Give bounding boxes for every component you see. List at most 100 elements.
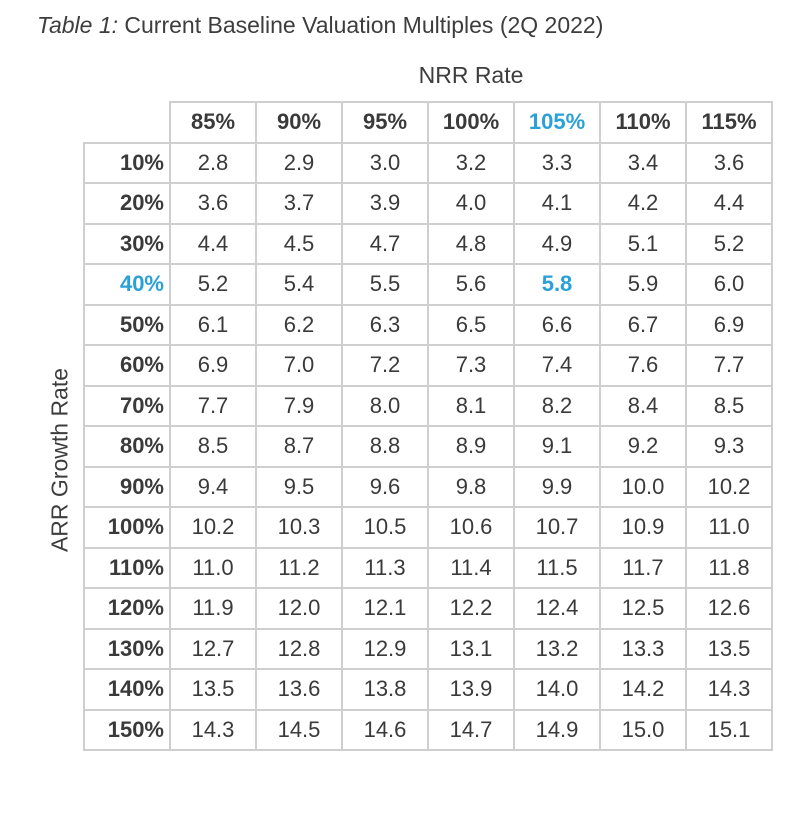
table-cell: 10.2 xyxy=(169,506,257,549)
row-header: 140% xyxy=(83,668,171,711)
table-cell: 5.1 xyxy=(599,222,687,265)
table-cell: 5.5 xyxy=(341,263,429,306)
row-header: 80% xyxy=(83,425,171,468)
column-axis-label: NRR Rate xyxy=(418,62,524,88)
row-axis-label: ARR Growth Rate xyxy=(46,367,73,553)
row-header: 20% xyxy=(83,182,171,225)
table-cell: 9.8 xyxy=(427,465,515,508)
table-cell: 3.3 xyxy=(513,141,601,184)
table-cell: 8.5 xyxy=(685,384,773,427)
table-cell: 11.0 xyxy=(685,506,773,549)
table-cell: 6.3 xyxy=(341,303,429,346)
table-cell: 4.4 xyxy=(685,182,773,225)
table-cell: 6.6 xyxy=(513,303,601,346)
table-cell: 4.8 xyxy=(427,222,515,265)
table-cell: 14.7 xyxy=(427,708,515,751)
table-row: 150% 14.3 14.5 14.6 14.7 14.9 15.0 15.1 xyxy=(83,708,773,751)
table-cell: 11.9 xyxy=(169,587,257,630)
table-cell: 6.9 xyxy=(685,303,773,346)
table-cell: 7.0 xyxy=(255,344,343,387)
table-cell: 9.1 xyxy=(513,425,601,468)
table-row: 130% 12.7 12.8 12.9 13.1 13.2 13.3 13.5 xyxy=(83,627,773,670)
table-row: 90% 9.4 9.5 9.6 9.8 9.9 10.0 10.2 xyxy=(83,465,773,508)
table-cell: 4.9 xyxy=(513,222,601,265)
row-header: 30% xyxy=(83,222,171,265)
valuation-multiples-table: 85% 90% 95% 100% 105% 110% 115% 10% 2.8 2.9 3.0 3.2… xyxy=(83,101,773,751)
table-row: 120% 11.9 12.0 12.1 12.2 12.4 12.5 12.6 xyxy=(83,587,773,630)
table-cell: 8.2 xyxy=(513,384,601,427)
table-cell: 9.4 xyxy=(169,465,257,508)
table-cell: 11.2 xyxy=(255,546,343,589)
table-cell: 13.1 xyxy=(427,627,515,670)
table-row: 140% 13.5 13.6 13.8 13.9 14.0 14.2 14.3 xyxy=(83,668,773,711)
row-header: 60% xyxy=(83,344,171,387)
table-cell: 12.1 xyxy=(341,587,429,630)
table-cell: 3.9 xyxy=(341,182,429,225)
table-row: 70% 7.7 7.9 8.0 8.1 8.2 8.4 8.5 xyxy=(83,384,773,427)
row-header: 130% xyxy=(83,627,171,670)
table-cell: 10.7 xyxy=(513,506,601,549)
table-cell: 14.2 xyxy=(599,668,687,711)
highlighted-cell: 5.8 xyxy=(513,263,601,306)
table-cell: 13.2 xyxy=(513,627,601,670)
table-cell: 5.2 xyxy=(169,263,257,306)
table-cell: 6.0 xyxy=(685,263,773,306)
table-row: 10% 2.8 2.9 3.0 3.2 3.3 3.4 3.6 xyxy=(83,141,773,184)
row-header: 100% xyxy=(83,506,171,549)
table-row: 100% 10.2 10.3 10.5 10.6 10.7 10.9 11.0 xyxy=(83,506,773,549)
table-cell: 11.7 xyxy=(599,546,687,589)
table-cell: 13.9 xyxy=(427,668,515,711)
table-cell: 7.2 xyxy=(341,344,429,387)
row-header: 50% xyxy=(83,303,171,346)
table-cell: 12.7 xyxy=(169,627,257,670)
table-cell: 15.1 xyxy=(685,708,773,751)
table-cell: 7.9 xyxy=(255,384,343,427)
table-cell: 13.3 xyxy=(599,627,687,670)
table-cell: 6.5 xyxy=(427,303,515,346)
table-cell: 3.6 xyxy=(169,182,257,225)
table-cell: 11.5 xyxy=(513,546,601,589)
column-header: 85% xyxy=(169,101,257,144)
table-cell: 9.5 xyxy=(255,465,343,508)
table-cell: 10.3 xyxy=(255,506,343,549)
table-cell: 7.3 xyxy=(427,344,515,387)
table-cell: 7.7 xyxy=(169,384,257,427)
table-cell: 14.3 xyxy=(169,708,257,751)
table-cell: 11.3 xyxy=(341,546,429,589)
table-cell: 10.2 xyxy=(685,465,773,508)
table-cell: 12.4 xyxy=(513,587,601,630)
column-header: 110% xyxy=(599,101,687,144)
table-cell: 6.1 xyxy=(169,303,257,346)
table-cell: 14.6 xyxy=(341,708,429,751)
table-cell: 8.0 xyxy=(341,384,429,427)
table-cell: 3.7 xyxy=(255,182,343,225)
table-cell: 9.3 xyxy=(685,425,773,468)
table-cell: 14.0 xyxy=(513,668,601,711)
table-cell: 8.5 xyxy=(169,425,257,468)
column-header: 100% xyxy=(427,101,515,144)
row-header: 120% xyxy=(83,587,171,630)
table-cell: 12.0 xyxy=(255,587,343,630)
table-row: 20% 3.6 3.7 3.9 4.0 4.1 4.2 4.4 xyxy=(83,182,773,225)
table-row: 40% 5.2 5.4 5.5 5.6 5.8 5.9 6.0 xyxy=(83,263,773,306)
table-cell: 5.2 xyxy=(685,222,773,265)
table-cell: 7.4 xyxy=(513,344,601,387)
table-cell: 12.5 xyxy=(599,587,687,630)
column-header: 105% xyxy=(513,101,601,144)
table-cell: 4.4 xyxy=(169,222,257,265)
table-cell: 13.5 xyxy=(685,627,773,670)
table-cell: 3.0 xyxy=(341,141,429,184)
row-header: 70% xyxy=(83,384,171,427)
table-cell: 14.9 xyxy=(513,708,601,751)
table-cell: 3.4 xyxy=(599,141,687,184)
table-cell: 7.6 xyxy=(599,344,687,387)
table-cell: 8.7 xyxy=(255,425,343,468)
table-cell: 8.9 xyxy=(427,425,515,468)
table-cell: 5.6 xyxy=(427,263,515,306)
table-cell: 8.1 xyxy=(427,384,515,427)
row-header: 40% xyxy=(83,263,171,306)
table-row: 30% 4.4 4.5 4.7 4.8 4.9 5.1 5.2 xyxy=(83,222,773,265)
table-cell: 12.9 xyxy=(341,627,429,670)
table-title: Table 1: Current Baseline Valuation Mult… xyxy=(37,12,603,39)
table-cell: 4.0 xyxy=(427,182,515,225)
